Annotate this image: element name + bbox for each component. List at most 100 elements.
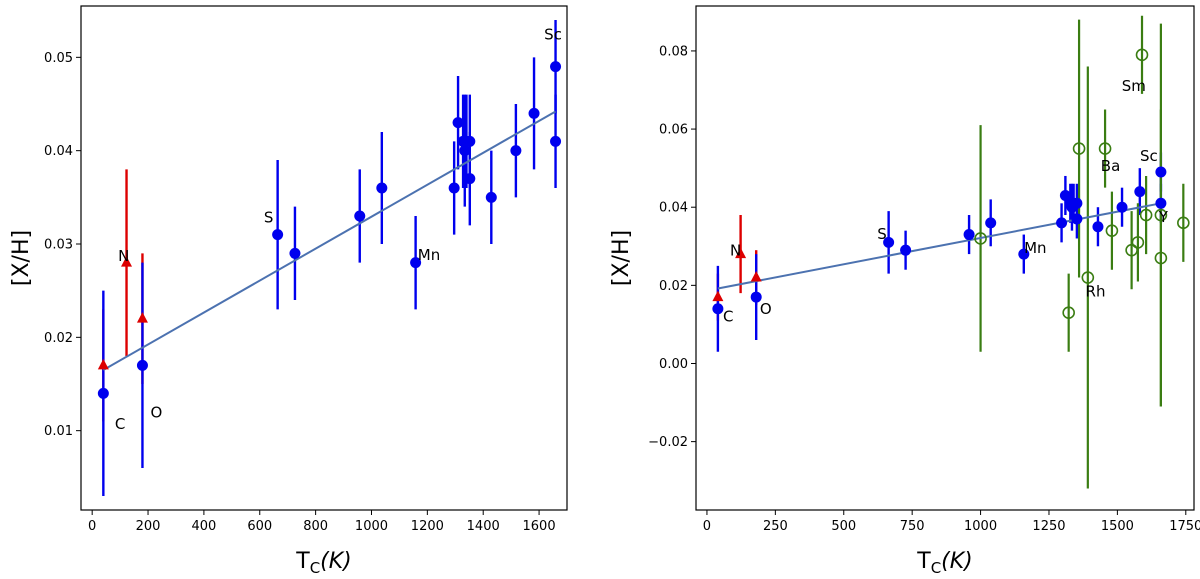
right-green-open-point [1105, 224, 1119, 237]
left-ytick-label: 0.01 [44, 424, 73, 439]
right-xtick-label: 750 [900, 519, 925, 534]
right-xtick-label: 0 [703, 519, 711, 534]
right-blue-data-point [900, 244, 912, 256]
right-blue-data-point [750, 291, 762, 303]
left-element-label-sc: Sc [544, 26, 562, 44]
right-green-open-point [1125, 243, 1138, 257]
right-xtick-label: 1750 [1169, 519, 1200, 534]
right-fit-line [717, 202, 1162, 290]
right-element-label-c: C [723, 308, 733, 326]
right-chart-panel: 0 250 500 750 1000 1250 1500 1750 −0.02 0.00 0.02 0… [609, 5, 1200, 577]
left-chart-panel: 0 200 400 600 800 1000 1200 1400 1600 0.01 0.02 0.0… [9, 5, 568, 577]
right-green-open-point [1062, 306, 1075, 319]
right-blue-data-point [1056, 217, 1068, 229]
right-green-open-point [1098, 142, 1112, 155]
left-blue-data-point [464, 135, 476, 147]
right-element-label-n: N [730, 241, 741, 259]
right-y-axis-label: [X/H] [609, 230, 634, 286]
left-xtick-label: 1200 [411, 519, 444, 534]
left-blue-data-point [459, 145, 471, 157]
right-xtick-label: 1000 [964, 519, 997, 534]
right-blue-data-point [1092, 221, 1104, 233]
right-blue-data-point [985, 217, 997, 229]
left-xtick-label: 400 [191, 519, 216, 534]
left-red-triangle-point [97, 358, 109, 370]
right-xtick-label: 500 [831, 519, 856, 534]
right-blue-data-point [1155, 166, 1167, 178]
right-element-label-rh: Rh [1086, 282, 1106, 300]
left-red-triangle-point [121, 256, 133, 267]
right-green-open-point [1072, 142, 1086, 155]
right-blue-data-point [1134, 186, 1146, 198]
left-element-label-o: O [151, 404, 163, 422]
right-element-label-s: S [877, 225, 887, 243]
right-blue-data-point [1155, 197, 1167, 209]
left-blue-data-point [272, 229, 284, 241]
right-blue-data-point [1071, 213, 1083, 225]
right-plot-frame [695, 5, 1195, 511]
right-ytick-label: 0.00 [659, 357, 688, 372]
left-blue-data-point [376, 182, 388, 194]
left-blue-data-point [452, 117, 464, 129]
left-blue-data-point [136, 359, 148, 371]
left-x-axis-label: TC(K) [295, 549, 352, 577]
right-green-open-point [1154, 251, 1168, 265]
left-xtick-label: 0 [88, 519, 96, 534]
left-blue-data-point [97, 387, 109, 399]
right-red-triangle-point [735, 247, 747, 259]
left-xtick-label: 800 [303, 519, 328, 534]
right-red-triangle-point [712, 290, 724, 302]
left-y-axis-label: [X/H] [9, 230, 34, 286]
right-element-label-sc: Sc [1140, 147, 1158, 165]
left-blue-data-point [410, 257, 422, 269]
left-xtick-label: 1600 [523, 519, 556, 534]
right-element-label-ba: Ba [1101, 157, 1120, 175]
right-ytick-label: −0.02 [648, 435, 688, 450]
left-blue-data-point [289, 247, 301, 259]
left-xtick-label: 600 [247, 519, 272, 534]
left-blue-data-point [464, 173, 476, 185]
right-ytick-label: 0.04 [659, 201, 688, 216]
left-ytick-label: 0.02 [44, 331, 73, 346]
right-xtick-label: 250 [763, 519, 788, 534]
right-green-open-point [1177, 216, 1190, 230]
right-blue-data-point [883, 236, 895, 248]
left-ytick-label: 0.04 [44, 144, 73, 159]
right-blue-data-point [1059, 189, 1071, 201]
right-x-axis-label: TC(K) [916, 549, 973, 577]
right-blue-data-point [1116, 201, 1128, 213]
right-xtick-label: 1250 [1032, 519, 1065, 534]
right-green-open-point [1131, 236, 1145, 249]
right-green-open-point [1081, 271, 1095, 284]
left-blue-data-point [354, 210, 366, 222]
left-blue-data-point [550, 61, 562, 73]
left-blue-data-point [550, 135, 562, 147]
right-green-open-point [1135, 48, 1149, 62]
right-ytick-label: 0.02 [659, 279, 688, 294]
right-blue-data-point [712, 303, 724, 315]
right-ytick-label: 0.08 [659, 44, 688, 59]
right-element-label-o: O [760, 300, 772, 318]
right-red-triangle-point [750, 271, 762, 282]
left-xtick-label: 1400 [467, 519, 500, 534]
left-element-label-mn: Mn [418, 246, 440, 264]
left-xtick-label: 200 [136, 519, 161, 534]
right-blue-data-point [1071, 197, 1083, 209]
left-ytick-label: 0.05 [44, 51, 73, 66]
left-element-label-s: S [264, 209, 274, 227]
right-green-open-point [1154, 208, 1168, 222]
left-element-label-c: C [115, 415, 125, 433]
right-ytick-label: 0.06 [659, 123, 688, 138]
left-blue-data-point [510, 145, 522, 157]
right-element-label-mn: Mn [1024, 239, 1046, 257]
left-red-triangle-point [136, 312, 148, 323]
left-blue-data-point [485, 191, 497, 203]
left-element-label-n: N [118, 247, 129, 265]
right-green-open-point [974, 232, 987, 245]
right-blue-data-point [1018, 248, 1030, 260]
right-element-label-sm: Sm [1122, 77, 1146, 95]
right-blue-data-point [963, 229, 975, 241]
right-element-label-y: Y [1158, 208, 1169, 226]
left-blue-data-point [448, 182, 460, 194]
